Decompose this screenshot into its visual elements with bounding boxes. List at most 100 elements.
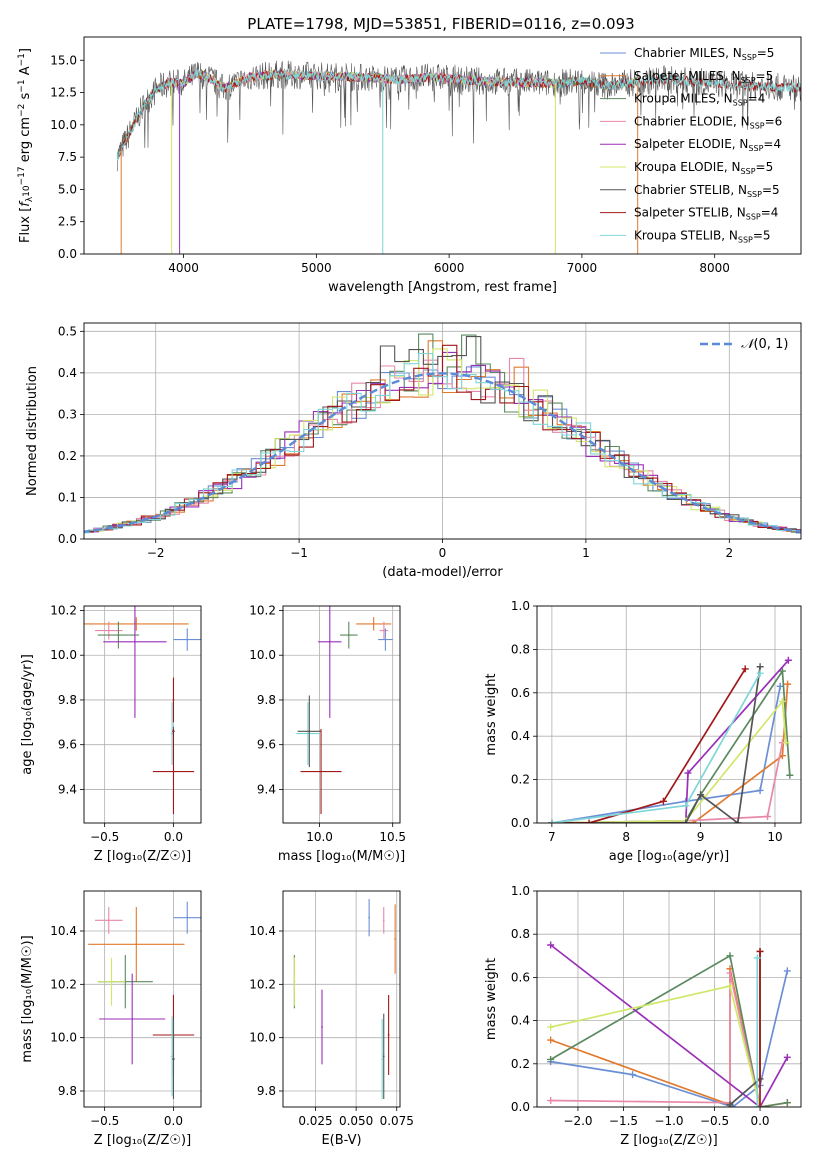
y-tick-label: 10.0	[50, 648, 77, 662]
series-marker-chabrier_elodie	[726, 969, 734, 977]
data-point-salpeter_stelib	[300, 729, 342, 815]
series-marker-chabrier_elodie	[764, 812, 772, 820]
series-marker-kroupa_stelib	[753, 954, 761, 962]
x-tick-label: 10.5	[379, 830, 406, 844]
plot-frame	[536, 890, 802, 1108]
series-line-chabrier_stelib	[551, 666, 761, 823]
series-line-salpeter_elodie	[551, 659, 790, 823]
x-tick-label: 5000	[301, 261, 332, 275]
series-marker-kroupa_stelib	[548, 819, 556, 823]
legend-entry: Kroupa MILES, NSSP=4	[634, 92, 765, 108]
y-tick-label: 1.0	[511, 884, 530, 898]
x-tick-label: 9	[697, 830, 705, 844]
series-marker-chabrier_stelib	[756, 663, 764, 671]
series-marker-salpeter_elodie	[684, 769, 692, 777]
y-tick-label: 15.0	[50, 53, 77, 67]
y-tick-label: 0.1	[58, 490, 77, 504]
y-axis-label: Flux [fλ10−17 erg cm−2 s−1 A−1]	[17, 48, 35, 243]
series-marker-salpeter_stelib	[659, 797, 667, 805]
series-marker-kroupa_elodie	[547, 1023, 555, 1031]
y-tick-label: 7.5	[58, 150, 77, 164]
x-axis-label: mass [log₁₀(M/M☉)]	[278, 849, 405, 864]
series-line-chabrier_miles	[550, 970, 789, 1107]
series-line-kroupa_elodie	[550, 984, 761, 1107]
data-point-kroupa_elodie	[97, 957, 126, 1006]
series-marker-chabrier_stelib	[697, 791, 705, 799]
spectrum-line-kroupa_stelib	[116, 68, 801, 160]
y-tick-label: 10.0	[50, 1031, 77, 1045]
data-point-salpeter_stelib	[387, 995, 390, 1075]
data-point-chabrier_stelib	[297, 695, 322, 768]
data-point-kroupa_elodie	[293, 957, 296, 1006]
series-line-kroupa_elodie	[551, 699, 787, 823]
y-tick-label: 0.0	[58, 532, 77, 546]
y-tick-label: 9.8	[58, 693, 77, 707]
x-tick-label: 7000	[567, 261, 598, 275]
x-tick-label: 0.0	[750, 1114, 769, 1128]
marker	[171, 1055, 173, 1058]
marker	[117, 634, 120, 636]
series-marker-kroupa_miles	[726, 952, 734, 960]
x-tick-label: 0.0	[164, 1114, 183, 1128]
error-bars	[296, 606, 393, 815]
y-tick-label: 0.0	[511, 816, 530, 830]
y-tick-label: 0.4	[511, 729, 530, 743]
y-tick-label: 9.8	[257, 1084, 276, 1098]
gaussian-curve	[84, 372, 801, 533]
plot-frame	[282, 605, 401, 824]
series-marker-salpeter_miles	[547, 1036, 555, 1044]
x-tick-label: 10	[767, 830, 782, 844]
y-tick-label: 9.6	[257, 738, 276, 752]
y-tick-label: 10.2	[249, 603, 276, 617]
series-marker-chabrier_elodie	[547, 1097, 555, 1105]
x-tick-label: −2.0	[563, 1114, 592, 1128]
marker	[382, 1055, 385, 1058]
x-axis-label: age [log₁₀(age/yr)]	[609, 849, 730, 864]
x-tick-label: −2	[147, 546, 165, 560]
x-axis-label: Z [log₁₀(Z/Z☉)]	[94, 849, 191, 864]
x-tick-label: 0.025	[298, 1114, 332, 1128]
marker	[328, 640, 331, 643]
figure-title: PLATE=1798, MJD=53851, FIBERID=0116, z=0…	[247, 15, 634, 33]
marker	[131, 1018, 134, 1020]
y-tick-label: 9.8	[257, 693, 276, 707]
series-marker-salpeter_miles	[784, 680, 792, 688]
marker	[320, 770, 322, 773]
y-tick-label: 9.4	[58, 782, 77, 796]
plot-frame	[83, 322, 802, 540]
y-tick-label: 10.2	[249, 977, 276, 991]
x-tick-label: 2	[725, 546, 733, 560]
series-marker-kroupa_stelib	[756, 669, 764, 677]
marker	[171, 732, 173, 735]
y-tick-label: 9.8	[58, 1084, 77, 1098]
series-marker-salpeter_elodie	[784, 656, 792, 664]
legend-entry: Salpeter ELODIE, NSSP=4	[634, 137, 781, 153]
data-point-salpeter_miles	[84, 617, 189, 631]
series-marker-kroupa_elodie	[782, 739, 790, 747]
data-point-salpeter_miles	[88, 907, 185, 982]
series-line-salpeter_miles	[551, 684, 789, 823]
series-line-kroupa_miles	[551, 668, 791, 823]
error-bars	[88, 901, 201, 1099]
age_vs_Z-chart: −0.5 0.0 9.4 9.6 9.8 10.0 10.2 Z [log₁₀(Z/Z☉)] a…	[20, 603, 202, 864]
histograms	[84, 333, 801, 534]
x-tick-label: 7	[548, 830, 556, 844]
x-tick-label: 8000	[699, 261, 730, 275]
spectrum-line-salpeter_stelib	[116, 68, 801, 157]
plot-frame	[536, 605, 802, 824]
x-tick-label: 10.0	[306, 830, 333, 844]
legend-entry: Chabrier ELODIE, NSSP=6	[634, 114, 782, 130]
marker	[293, 980, 296, 983]
series-marker-chabrier_miles	[629, 1071, 637, 1079]
data-point-salpeter_elodie	[99, 973, 166, 1065]
y-tick-label: 10.4	[249, 924, 276, 938]
data-point-chabrier_elodie	[382, 907, 385, 934]
plot-frame	[83, 890, 202, 1108]
series-marker-kroupa_miles	[547, 1055, 555, 1063]
x-axis-label: Z [log₁₀(Z/Z☉)]	[620, 1133, 717, 1148]
data-point-kroupa_stelib	[381, 1019, 384, 1099]
series-marker-salpeter_elodie	[783, 1053, 791, 1061]
y-tick-label: 0.0	[511, 1100, 530, 1114]
marker	[384, 638, 387, 641]
series-line-salpeter_elodie	[550, 944, 789, 1107]
